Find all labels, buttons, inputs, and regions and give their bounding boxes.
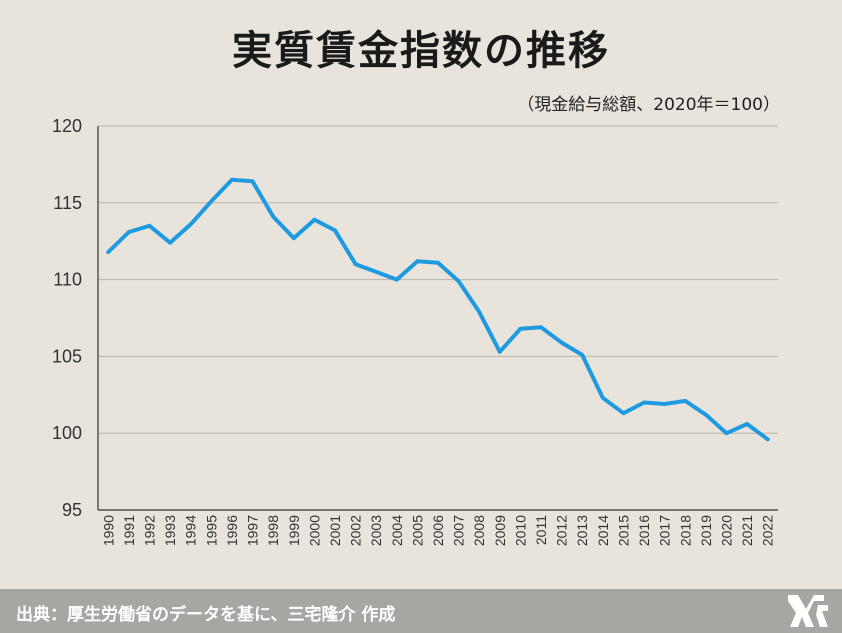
chart-title: 実質賃金指数の推移	[232, 28, 610, 74]
x-tick-label: 2005	[409, 515, 425, 546]
data-point	[477, 310, 482, 314]
data-point	[312, 217, 317, 222]
y-tick-label: 95	[62, 500, 82, 520]
x-tick-label: 2004	[389, 515, 405, 546]
data-point	[333, 228, 337, 233]
data-point	[394, 277, 399, 282]
x-tick-label: 2003	[368, 515, 384, 546]
x-tick-labels: 1990 1991 1992 1993 1994 1995 1996 1997 1998 1999…	[100, 515, 775, 546]
x-tick-label: 2008	[471, 515, 487, 546]
axes	[97, 126, 778, 511]
x-tick-label: 1991	[121, 515, 137, 546]
data-point	[683, 399, 688, 403]
x-tick-label: 1993	[162, 515, 178, 546]
data-point	[498, 349, 502, 354]
data-point	[765, 437, 770, 442]
y-tick-label: 110	[53, 270, 82, 290]
x-tick-label: 2017	[657, 515, 673, 546]
data-point	[621, 411, 626, 416]
data-point	[601, 396, 605, 400]
y-tick-label: 115	[53, 193, 82, 213]
y-tick-label: 120	[52, 116, 82, 136]
x-tick-label: 2019	[698, 515, 714, 546]
x-tick-label: 2010	[512, 515, 528, 546]
data-point	[168, 240, 172, 245]
y-tick-label: 105	[52, 346, 82, 366]
grid-lines	[98, 125, 778, 434]
data-point	[250, 179, 255, 184]
x-tick-label: 1992	[142, 515, 158, 546]
x-tick-label: 2001	[327, 515, 343, 546]
y-tick-labels: 95 100 105 110 115 120	[52, 116, 82, 520]
data-point	[147, 224, 152, 228]
x-tick-label: 2002	[348, 515, 364, 546]
x-tick-label: 1995	[203, 515, 219, 546]
data-point	[456, 279, 461, 283]
source-note: 出典：厚生労働省のデータを基に、三宅隆介 作成	[16, 605, 396, 625]
x-tick-label: 1990	[100, 515, 116, 546]
y-tick-label: 100	[52, 423, 82, 443]
x-tick-label: 2021	[739, 515, 755, 546]
data-point	[230, 177, 234, 182]
data-point	[436, 260, 440, 265]
x-tick-label: 2006	[430, 515, 446, 546]
x-tick-label: 1997	[245, 515, 261, 546]
x-tick-label: 2013	[574, 515, 590, 546]
data-point	[662, 402, 667, 406]
mr-logo-icon	[788, 595, 828, 627]
x-tick-label: 1999	[286, 515, 302, 546]
x-tick-label: 2007	[451, 515, 467, 546]
x-tick-label: 1994	[183, 515, 199, 546]
x-tick-label: 2015	[615, 515, 631, 546]
x-tick-label: 2020	[718, 515, 734, 546]
data-point	[724, 431, 729, 436]
data-point	[127, 230, 131, 234]
x-tick-label: 2012	[554, 515, 570, 546]
x-tick-label: 2016	[636, 515, 652, 546]
x-tick-label: 2000	[306, 515, 322, 546]
data-point	[704, 412, 708, 417]
data-point	[518, 326, 523, 331]
data-point	[580, 353, 585, 357]
data-point	[291, 236, 296, 240]
data-point	[271, 214, 275, 219]
data-point	[642, 400, 646, 405]
data-point	[415, 259, 420, 263]
data-point	[353, 262, 358, 267]
x-tick-label: 2014	[595, 515, 611, 546]
x-tick-label: 1998	[265, 515, 281, 546]
data-point	[209, 199, 214, 204]
data-point	[539, 325, 543, 330]
x-tick-label: 2018	[677, 515, 693, 546]
series-layer	[106, 177, 770, 442]
data-point	[745, 422, 749, 426]
x-tick-label: 2022	[760, 515, 776, 546]
chart-subtitle: （現金給与総額、2020年＝100）	[517, 95, 780, 115]
series-line-0	[106, 177, 770, 442]
footer-bar: 出典：厚生労働省のデータを基に、三宅隆介 作成	[0, 589, 842, 633]
data-point	[188, 222, 193, 227]
data-point	[106, 250, 111, 254]
x-tick-label: 2011	[533, 515, 549, 545]
x-tick-label: 1996	[224, 515, 240, 546]
data-point	[374, 270, 378, 274]
x-tick-label: 2009	[492, 515, 508, 546]
data-point	[559, 340, 564, 345]
